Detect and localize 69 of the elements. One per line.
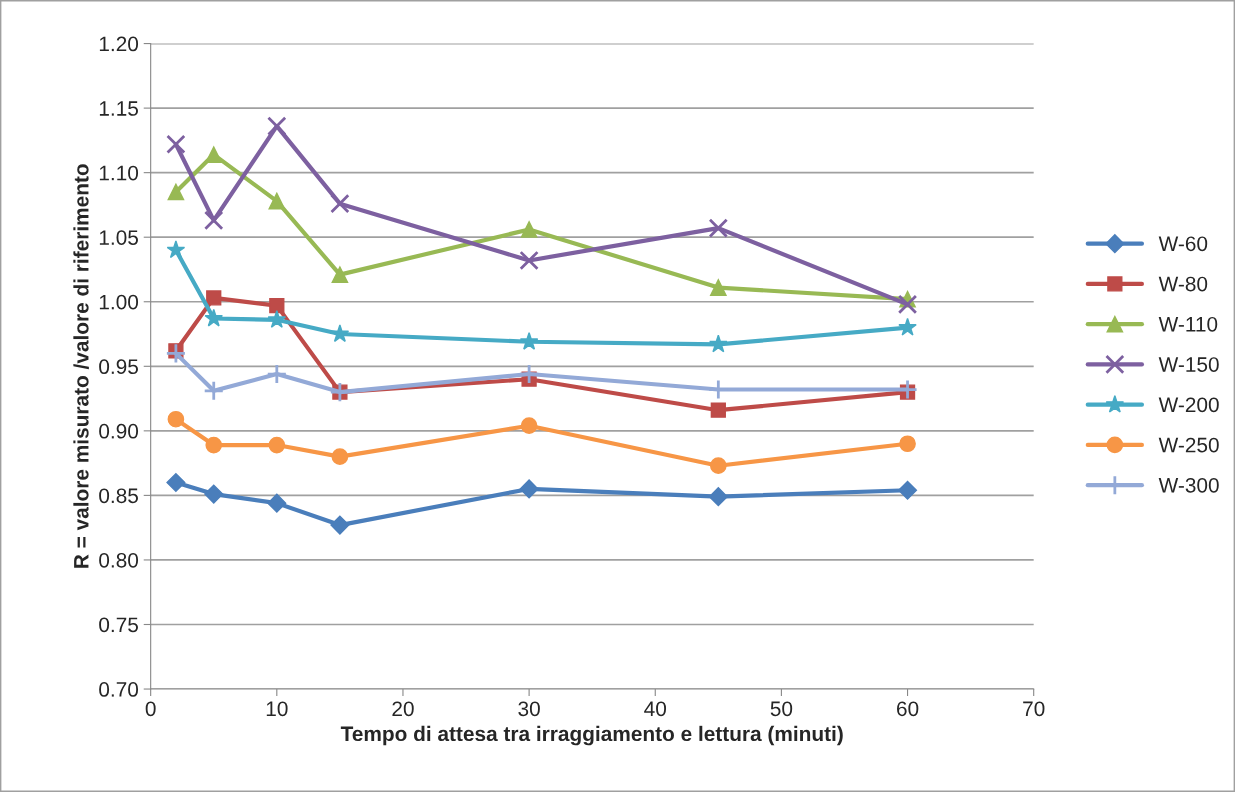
y-tick-label: 1.20 [99, 36, 139, 52]
point [330, 324, 350, 343]
point [331, 266, 349, 283]
point [203, 380, 225, 402]
legend-label: W-300 [1158, 477, 1219, 493]
point [899, 435, 916, 453]
point [709, 279, 727, 296]
point [206, 290, 222, 306]
point [204, 484, 224, 504]
y-tick-label: 0.90 [99, 423, 139, 439]
x-tick-label: 50 [770, 701, 793, 717]
point [710, 402, 726, 418]
point [167, 183, 185, 201]
y-tick-label: 0.75 [99, 617, 138, 633]
point [267, 310, 287, 328]
point [519, 479, 539, 499]
point [708, 487, 728, 507]
x-tick-label: 0 [145, 701, 156, 717]
y-tick-label: 1.00 [99, 294, 139, 310]
point [166, 472, 186, 493]
point [204, 210, 224, 231]
point [204, 308, 224, 327]
point [166, 134, 186, 154]
x-tick-label: 20 [392, 701, 414, 717]
legend-label: W-150 [1158, 357, 1219, 372]
point [267, 493, 287, 513]
legend-label: W-200 [1158, 397, 1219, 413]
point [519, 332, 539, 350]
y-tick-label: 1.10 [99, 165, 139, 181]
point [266, 363, 288, 385]
x-tick-label: 70 [1023, 701, 1045, 717]
point [520, 221, 538, 238]
x-tick-label: 40 [644, 701, 667, 717]
point [708, 218, 729, 238]
point [520, 417, 538, 435]
x-tick-label: 10 [266, 701, 288, 717]
point [898, 317, 917, 336]
y-tick-label: 0.85 [99, 488, 138, 504]
point [165, 342, 187, 364]
legend-label: W-110 [1158, 316, 1218, 332]
y-tick-label: 1.05 [99, 230, 138, 245]
point [709, 334, 728, 353]
point [331, 448, 349, 466]
point [205, 146, 223, 163]
y-tick-label: 1.15 [99, 101, 138, 116]
point [267, 116, 287, 136]
x-axis-title: Tempo di attesa tra irraggiamento e lettura (minuti) [340, 725, 843, 746]
point [709, 457, 727, 475]
point [269, 297, 285, 314]
point [897, 294, 918, 315]
x-tick-label: 60 [897, 701, 919, 717]
point [519, 250, 539, 271]
point [898, 480, 918, 500]
point [330, 193, 350, 214]
y-tick-label: 0.80 [99, 552, 139, 568]
point [268, 192, 286, 210]
point [330, 515, 350, 535]
x-tick-label: 30 [518, 701, 540, 717]
point [167, 410, 185, 428]
point [268, 436, 286, 454]
point [205, 436, 223, 454]
point [166, 240, 186, 259]
y-tick-label: 0.95 [99, 359, 138, 375]
y-tick-label: 0.70 [99, 682, 139, 697]
legend-label: W-250 [1158, 437, 1219, 453]
legend-label: W-60 [1158, 236, 1208, 252]
legend-label: W-80 [1158, 276, 1208, 292]
point [518, 363, 540, 385]
y-axis-title: R = valore misurato /valore di riferimento [73, 164, 89, 568]
